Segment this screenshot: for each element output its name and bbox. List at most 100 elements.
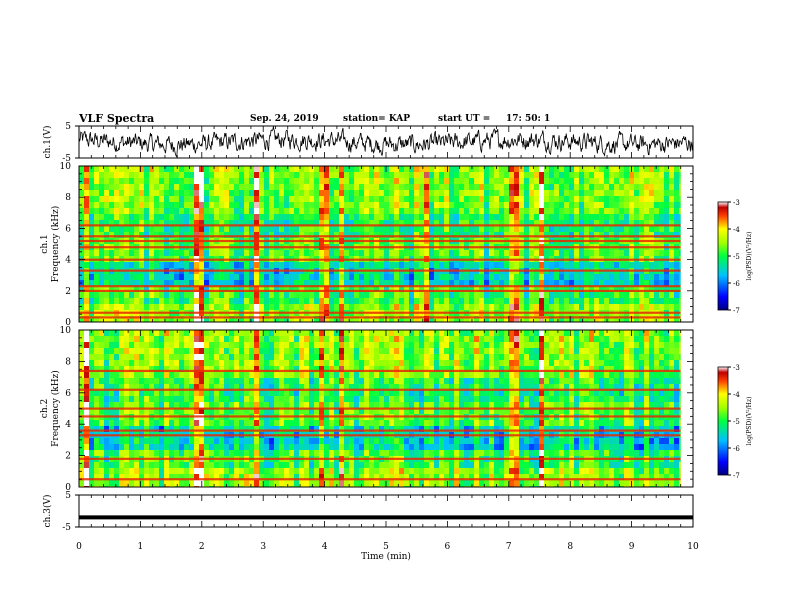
ch2-spec-cell — [299, 342, 305, 349]
ch1-spec-cell — [564, 202, 570, 209]
ch1-spec-cell — [194, 292, 200, 299]
ch2-spec-cell — [444, 396, 450, 403]
ch1-spec-cell — [224, 166, 230, 173]
ch1-spec-cell — [444, 208, 450, 215]
ch1-spec-cell — [209, 226, 215, 233]
ch1-spec-cell — [269, 166, 275, 173]
ch2-spec-cell — [454, 366, 460, 373]
ch2-spec-cell — [354, 342, 360, 349]
ch1-spec-cell — [464, 250, 470, 257]
ch2-spec-cell — [234, 384, 240, 391]
ch2-spec-cell — [674, 360, 680, 367]
ch1-spec-cell — [214, 196, 220, 203]
ch1-spec-cell — [174, 202, 180, 209]
ch2-spec-cell — [409, 372, 415, 379]
ch1-spec-cell — [189, 292, 195, 299]
ch1-spec-cell — [84, 262, 90, 269]
ch1-spec-cell — [334, 250, 340, 257]
ch2-spec-cell — [259, 342, 265, 349]
ch1-spec-cell — [439, 286, 445, 293]
ch1-spec-cell — [489, 190, 495, 197]
ch1-spec-cell — [474, 274, 480, 281]
ch2-spec-cell — [279, 366, 285, 373]
ch1-spec-cell — [124, 214, 130, 221]
ch1-spec-cell — [224, 304, 230, 311]
ch2-spec-cell — [499, 396, 505, 403]
ch2-spec-cell — [89, 390, 95, 397]
ch2-spec-cell — [134, 348, 140, 355]
ch2-spec-cell — [434, 384, 440, 391]
ch2-spec-cell — [564, 378, 570, 385]
ch2-spec-cell — [674, 366, 680, 373]
ch1-spec-cell — [544, 208, 550, 215]
ch1-spec-cell — [264, 196, 270, 203]
ch2-spec-cell — [529, 330, 535, 337]
ch1-spec-cell — [489, 292, 495, 299]
ch1-spec-cell — [304, 184, 310, 191]
ch1-spec-cell — [94, 292, 100, 299]
ch2-spec-cell — [229, 354, 235, 361]
ch1-spec-cell — [414, 274, 420, 281]
ch1-spec-cell — [609, 274, 615, 281]
ch1-spec-cell — [479, 172, 485, 179]
ch1-spec-cell — [444, 196, 450, 203]
ch2-spec-cell — [254, 402, 260, 409]
ch1-spec-cell — [444, 178, 450, 185]
ch1-spec-cell — [494, 280, 500, 287]
ch2-spec-cell — [664, 372, 670, 379]
ch1-spec-cell — [209, 262, 215, 269]
ch2-spec-cell — [169, 354, 175, 361]
ch2-spec-cell — [379, 360, 385, 367]
ch1-spec-cell — [484, 274, 490, 281]
ch1-spec-cell — [674, 202, 680, 209]
ch1-spec-cell — [649, 274, 655, 281]
ch2-spec-cell — [429, 390, 435, 397]
ch2-spec-cell — [629, 354, 635, 361]
ch1-spec-cell — [144, 298, 150, 305]
ch2-spec-cell — [649, 348, 655, 355]
ch2-spec-cell — [504, 342, 510, 349]
ch2-spec-cell — [274, 402, 280, 409]
ch2-spec-cell — [509, 330, 515, 337]
ch1-spec-cell — [534, 292, 540, 299]
ch2-spec-cell — [204, 366, 210, 373]
ch1-spec-cell — [534, 250, 540, 257]
ch1-spec-cell — [499, 262, 505, 269]
ch2-spec-cell — [149, 348, 155, 355]
ch2-spec-cell — [609, 342, 615, 349]
ch1-spec-cell — [234, 178, 240, 185]
ch2-spec-cell — [274, 372, 280, 379]
ch1-spec-cell — [319, 202, 325, 209]
ch1-spec-cell — [139, 196, 145, 203]
ch1-spec-cell — [594, 172, 600, 179]
ch1-spec-cell — [114, 250, 120, 257]
ch2-spec-cell — [459, 366, 465, 373]
ch2-spec-cell — [109, 342, 115, 349]
ch1-spec-cell — [284, 286, 290, 293]
ch1-spec-cell — [464, 214, 470, 221]
ch1-spec-cell — [224, 220, 230, 227]
ch1-spec-cell — [349, 220, 355, 227]
ch2-spec-cell — [649, 366, 655, 373]
ch1-spec-cell — [339, 262, 345, 269]
ch2-spec-cell — [559, 366, 565, 373]
ch2-spec-cell — [674, 384, 680, 391]
ch1-spec-cell — [484, 316, 490, 322]
ch2-spec-cell — [179, 402, 185, 409]
ch2-spec-cell — [214, 396, 220, 403]
ch2-spec-cell — [634, 348, 640, 355]
ch2-spec-cell — [319, 390, 325, 397]
ch2-spec-cell — [219, 348, 225, 355]
ch2-spec-cell — [479, 336, 485, 343]
ch1-spec-cell — [119, 316, 125, 322]
ch1-spec-cell — [104, 226, 110, 233]
ch2-spec-cell — [244, 342, 250, 349]
ch1-spec-cell — [389, 304, 395, 311]
ch1-spec-cell — [254, 286, 260, 293]
ch1-spec-cell — [324, 298, 330, 305]
ch1-spec-cell — [284, 250, 290, 257]
ch2-spec-cell — [434, 348, 440, 355]
ch2-spec-cell — [174, 330, 180, 337]
ch1-spec-cell — [339, 316, 345, 322]
ch1-spec-cell — [604, 196, 610, 203]
